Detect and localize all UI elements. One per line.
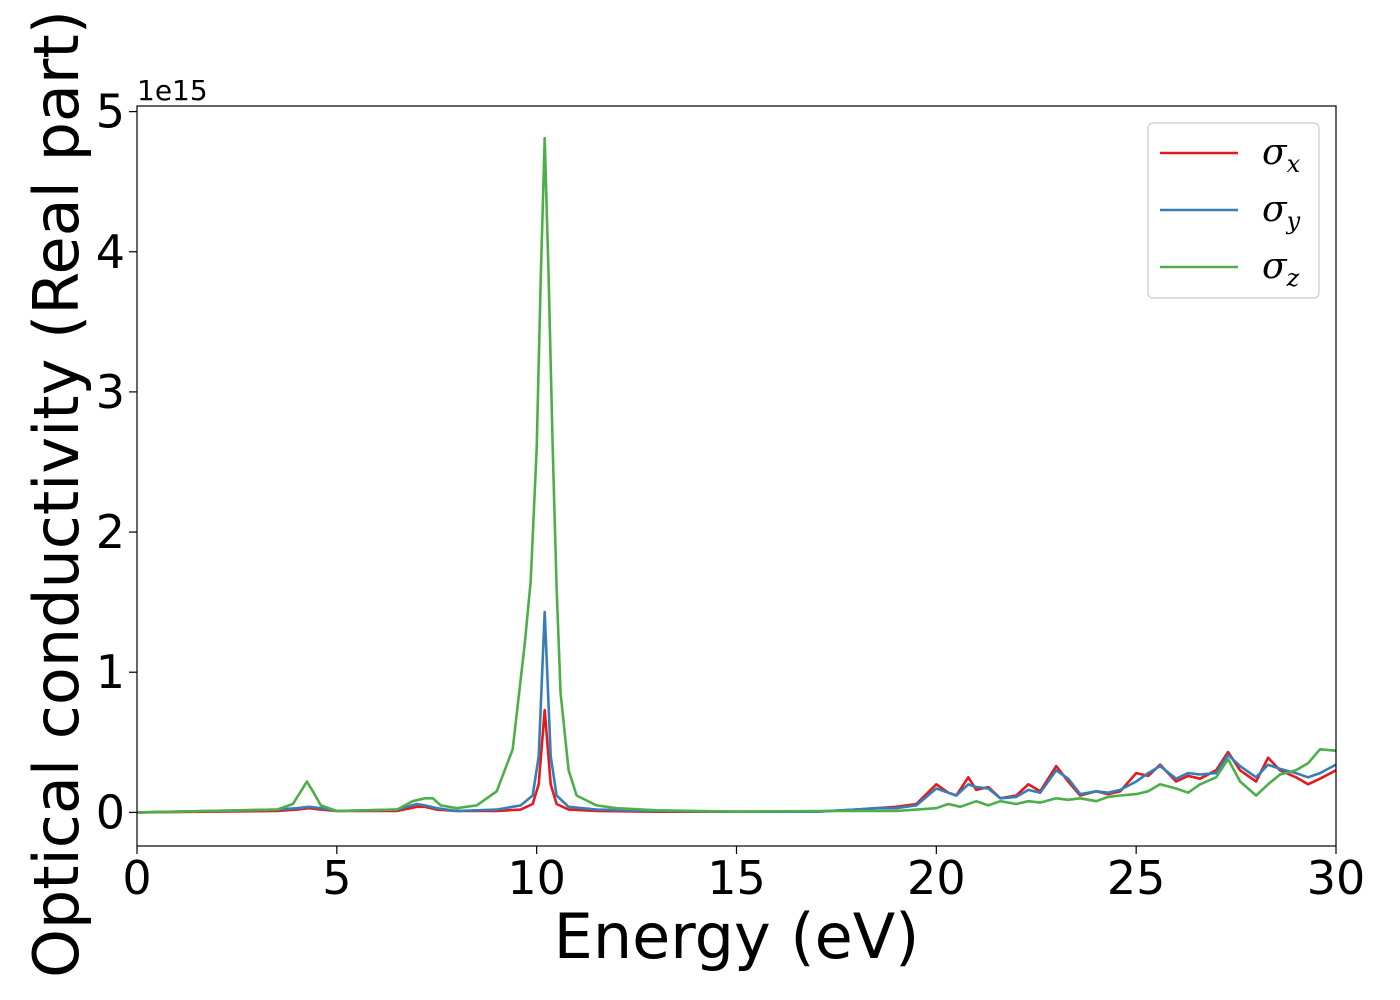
x-tick-label: 15 [707,851,766,905]
axes: 0 5 10 15 20 25 30 0 1 2 3 4 5 [96,85,1366,905]
legend: σx σy σz [1147,122,1320,299]
series-group [137,136,1336,814]
x-tick-label: 5 [322,851,351,905]
y-tick-label: 2 [96,505,125,559]
y-tick-label: 1 [96,645,125,699]
y-axis-offset-label: 1e15 [137,74,208,107]
x-tick-label: 25 [1107,851,1166,905]
legend-label-sigma-z: σz [1262,246,1300,292]
series-line-sigma-z [137,136,1336,814]
x-tick-label: 20 [907,851,966,905]
x-axis-label: Energy (eV) [554,900,920,973]
y-tick-label: 0 [96,785,125,839]
x-tick-label: 0 [122,851,151,905]
x-tick-label: 10 [507,851,566,905]
series-line-sigma-y [137,610,1336,814]
legend-label-sigma-y: σy [1262,189,1301,235]
y-tick-label: 4 [96,225,125,279]
y-tick-label: 3 [96,365,125,419]
x-tick-label: 30 [1307,851,1366,905]
y-tick-label: 5 [96,85,125,139]
plot-area [137,136,1336,814]
legend-label-sigma-x: σx [1262,132,1301,178]
y-axis-label: Optical conductivity (Real part) [20,10,93,978]
